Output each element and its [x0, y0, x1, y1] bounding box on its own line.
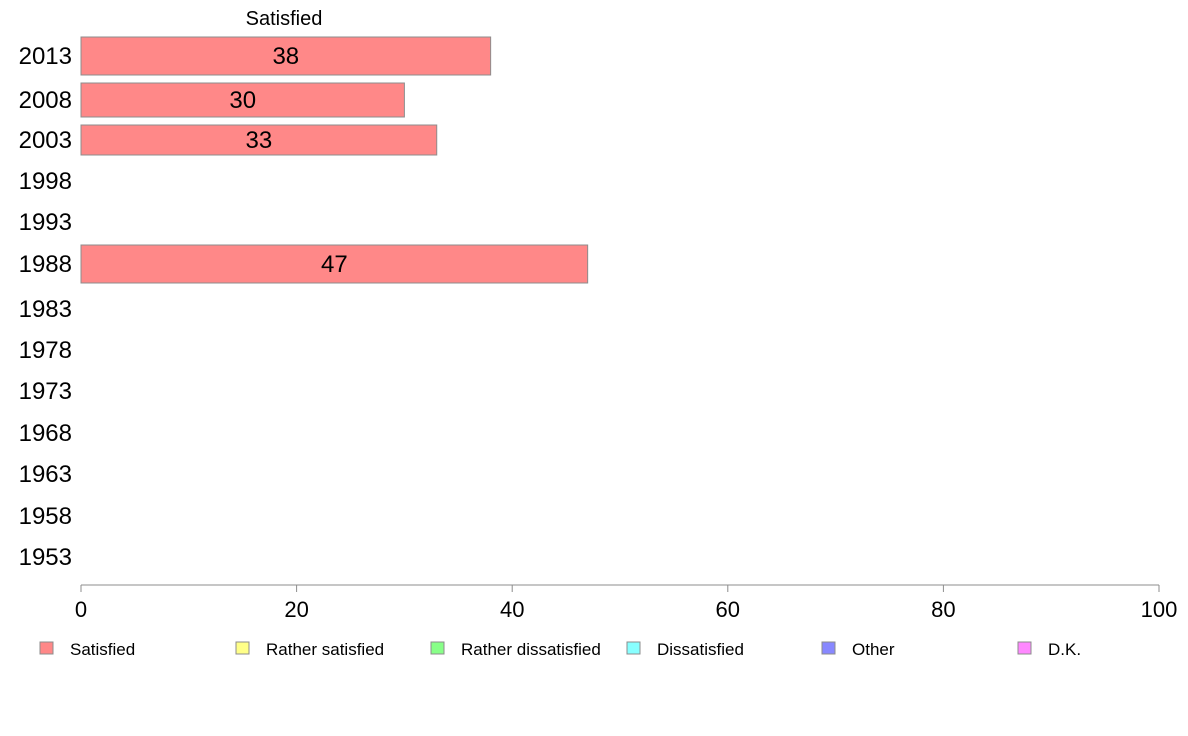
y-tick-label: 1968: [19, 420, 72, 447]
legend-label: Dissatisfied: [657, 640, 744, 659]
y-tick-label: 2003: [19, 127, 72, 154]
y-tick-label: 2013: [19, 43, 72, 70]
y-tick-label: 1963: [19, 461, 72, 488]
legend-label: Rather dissatisfied: [461, 640, 601, 659]
legend-swatch: [626, 641, 641, 655]
bar: [80, 36, 492, 76]
y-tick-label: 1993: [19, 209, 72, 236]
x-axis: 0 20 40 60 80 100: [75, 584, 1178, 622]
legend-label: D.K.: [1048, 640, 1081, 659]
legend: Satisfied Rather satisfied Rather dissatis…: [39, 640, 1081, 659]
y-tick-label: 1973: [19, 378, 72, 405]
legend-label: Rather satisfied: [266, 640, 384, 659]
y-tick-label: 1988: [19, 251, 72, 278]
series-title: Satisfied: [246, 8, 323, 30]
data-label: 33: [246, 127, 273, 154]
legend-swatch: [821, 641, 836, 655]
legend-label: Other: [852, 640, 895, 659]
x-tick-label: 0: [75, 597, 87, 622]
data-label: 30: [229, 87, 256, 114]
legend-swatch: [235, 641, 250, 655]
x-tick-label: 40: [500, 597, 524, 622]
y-tick-label: 1958: [19, 503, 72, 530]
x-tick-label: 20: [284, 597, 308, 622]
bar: [80, 124, 438, 156]
bars-group: 38 30 33 47: [80, 36, 589, 284]
legend-swatch: [39, 641, 54, 655]
bar: [80, 244, 589, 284]
data-label: 47: [321, 251, 348, 278]
x-tick-label: 100: [1141, 597, 1178, 622]
y-tick-label: 1998: [19, 168, 72, 195]
data-label: 38: [272, 43, 299, 70]
x-tick-label: 80: [931, 597, 955, 622]
y-tick-label: 1953: [19, 544, 72, 571]
legend-label: Satisfied: [70, 640, 135, 659]
x-tick-label: 60: [716, 597, 740, 622]
y-tick-label: 1983: [19, 296, 72, 323]
y-tick-label: 2008: [19, 87, 72, 114]
legend-swatch: [1017, 641, 1032, 655]
y-axis-labels: 2013 2008 2003 1998 1993 1988 1983 1978 1973 1968…: [19, 43, 72, 571]
y-tick-label: 1978: [19, 337, 72, 364]
legend-swatch: [430, 641, 445, 655]
bar: [80, 82, 405, 118]
